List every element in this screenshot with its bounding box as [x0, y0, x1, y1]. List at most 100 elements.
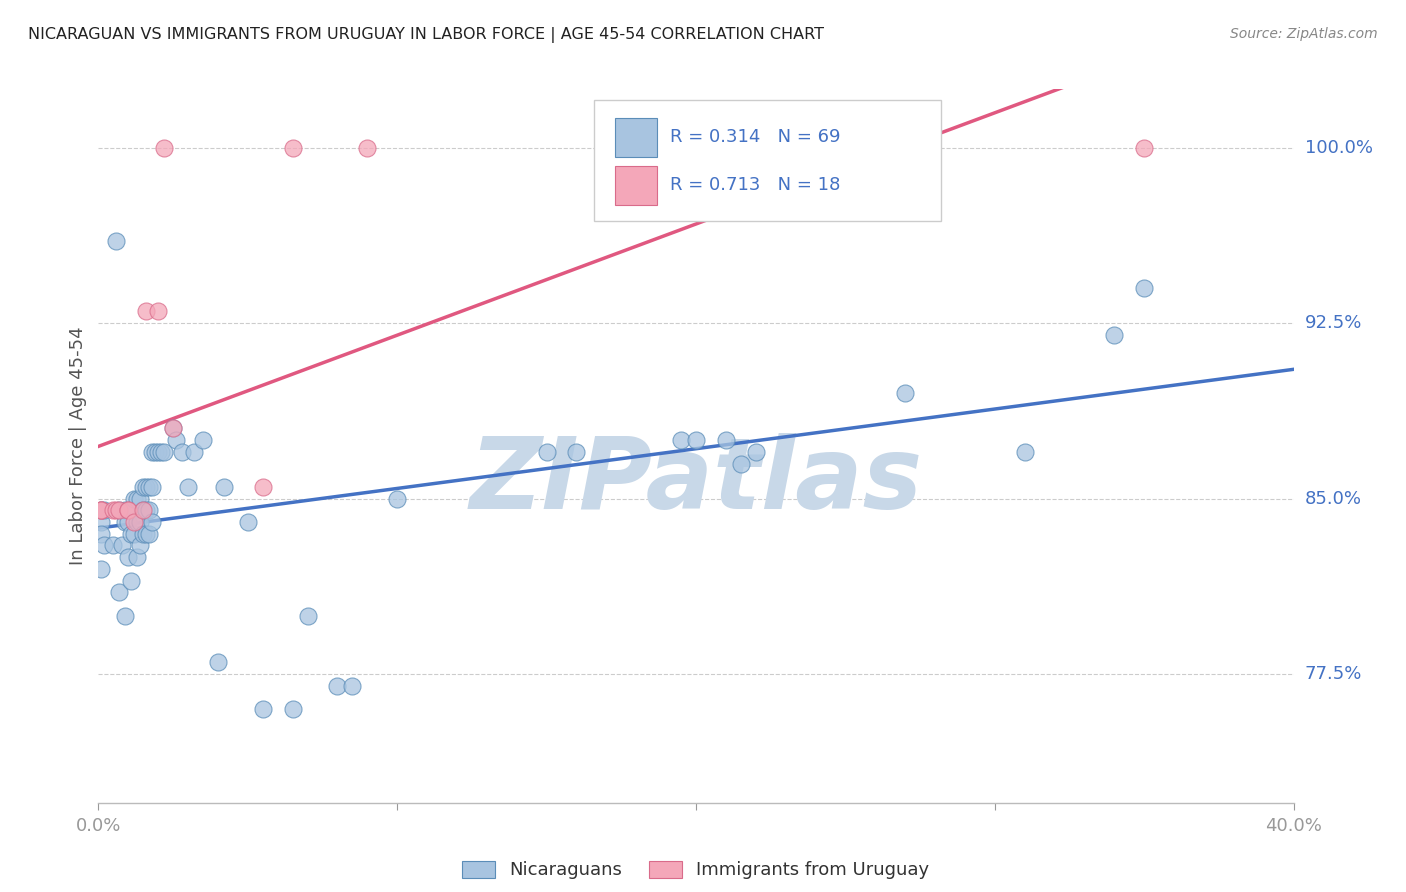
Text: 92.5%: 92.5% — [1305, 314, 1362, 332]
Point — [120, 526, 142, 541]
Point — [111, 538, 134, 552]
Point — [165, 433, 187, 447]
Point — [138, 503, 160, 517]
Point — [108, 503, 131, 517]
Point — [281, 141, 304, 155]
FancyBboxPatch shape — [595, 100, 941, 221]
Point — [714, 433, 737, 447]
Legend: Nicaraguans, Immigrants from Uruguay: Nicaraguans, Immigrants from Uruguay — [456, 854, 936, 887]
Point — [129, 515, 152, 529]
Point — [135, 503, 157, 517]
Point — [297, 608, 319, 623]
Point — [141, 480, 163, 494]
Point — [90, 503, 112, 517]
Point — [117, 515, 139, 529]
Point — [894, 386, 917, 401]
Point — [90, 503, 112, 517]
Point — [124, 515, 146, 529]
Point — [153, 141, 176, 155]
Point — [114, 503, 136, 517]
Point — [685, 433, 707, 447]
Point — [148, 445, 170, 459]
Point — [132, 526, 155, 541]
Point — [177, 480, 200, 494]
Point — [129, 491, 152, 506]
Point — [135, 526, 157, 541]
Point — [127, 550, 149, 565]
Point — [252, 702, 274, 716]
Point — [172, 445, 194, 459]
Point — [90, 562, 112, 576]
Point — [90, 503, 112, 517]
Text: 77.5%: 77.5% — [1305, 665, 1362, 683]
Point — [108, 503, 131, 517]
Point — [153, 445, 176, 459]
Text: ZIPatlas: ZIPatlas — [470, 434, 922, 530]
Point — [132, 480, 155, 494]
Point — [669, 433, 692, 447]
Point — [103, 503, 125, 517]
Text: R = 0.314   N = 69: R = 0.314 N = 69 — [669, 128, 841, 146]
Text: R = 0.713   N = 18: R = 0.713 N = 18 — [669, 176, 839, 194]
Point — [120, 503, 142, 517]
Text: NICARAGUAN VS IMMIGRANTS FROM URUGUAY IN LABOR FORCE | AGE 45-54 CORRELATION CHA: NICARAGUAN VS IMMIGRANTS FROM URUGUAY IN… — [28, 27, 824, 43]
Point — [745, 445, 768, 459]
Point — [93, 538, 115, 552]
Point — [120, 574, 142, 588]
Point — [150, 445, 173, 459]
Point — [127, 491, 149, 506]
Point — [124, 526, 146, 541]
Point — [356, 141, 378, 155]
Point — [132, 503, 155, 517]
Point — [105, 234, 128, 248]
Point — [90, 526, 112, 541]
Point — [342, 679, 364, 693]
Point — [127, 515, 149, 529]
Point — [281, 702, 304, 716]
Point — [1133, 281, 1156, 295]
FancyBboxPatch shape — [614, 166, 657, 205]
Point — [117, 550, 139, 565]
Text: 85.0%: 85.0% — [1305, 490, 1361, 508]
Point — [565, 445, 588, 459]
Point — [135, 480, 157, 494]
Point — [124, 491, 146, 506]
Point — [108, 585, 131, 599]
Point — [93, 503, 115, 517]
Point — [1014, 445, 1036, 459]
Point — [236, 515, 259, 529]
Point — [252, 480, 274, 494]
Point — [326, 679, 349, 693]
Point — [90, 515, 112, 529]
Point — [90, 503, 112, 517]
FancyBboxPatch shape — [614, 118, 657, 157]
Point — [162, 421, 184, 435]
Text: Source: ZipAtlas.com: Source: ZipAtlas.com — [1230, 27, 1378, 41]
Point — [730, 457, 752, 471]
Point — [117, 503, 139, 517]
Point — [135, 304, 157, 318]
Point — [212, 480, 235, 494]
Point — [1133, 141, 1156, 155]
Point — [207, 656, 229, 670]
Point — [117, 503, 139, 517]
Point — [536, 445, 558, 459]
Point — [385, 491, 409, 506]
Point — [141, 445, 163, 459]
Point — [105, 503, 128, 517]
Text: 100.0%: 100.0% — [1305, 138, 1372, 157]
Point — [183, 445, 205, 459]
Point — [162, 421, 184, 435]
Point — [141, 515, 163, 529]
Point — [114, 608, 136, 623]
Point — [114, 515, 136, 529]
Point — [103, 538, 125, 552]
Point — [1104, 327, 1126, 342]
Point — [191, 433, 214, 447]
Point — [129, 538, 152, 552]
Point — [138, 526, 160, 541]
Y-axis label: In Labor Force | Age 45-54: In Labor Force | Age 45-54 — [69, 326, 87, 566]
Point — [143, 445, 166, 459]
Point — [138, 480, 160, 494]
Point — [132, 503, 155, 517]
